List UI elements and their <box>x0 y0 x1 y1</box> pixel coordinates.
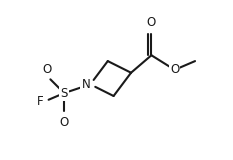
Text: O: O <box>42 63 51 76</box>
Text: S: S <box>60 87 68 100</box>
Text: N: N <box>82 78 90 91</box>
Text: O: O <box>170 63 179 76</box>
Text: O: O <box>147 16 156 29</box>
Text: F: F <box>37 95 44 108</box>
Text: O: O <box>59 116 69 129</box>
